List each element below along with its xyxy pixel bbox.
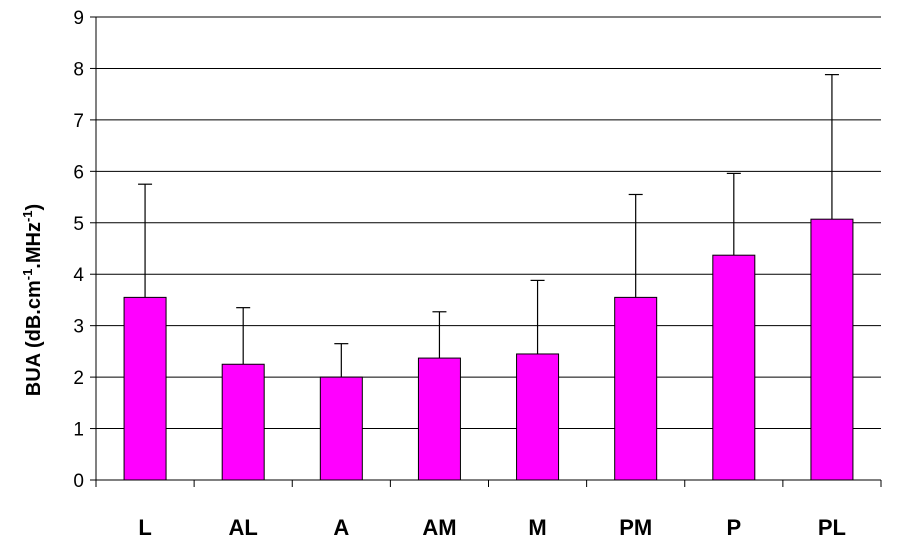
y-axis-title-part: BUA (dB.cm — [23, 280, 45, 396]
gridlines — [90, 16, 882, 487]
error-bars — [138, 74, 839, 378]
y-tick-label: 6 — [73, 162, 84, 183]
bar-al — [221, 363, 265, 481]
y-tick-label: 0 — [73, 471, 84, 492]
bar-p — [712, 254, 756, 481]
y-tick-label: 2 — [73, 368, 84, 389]
bar-pm — [614, 296, 658, 481]
y-axis-title-part: ) — [23, 204, 45, 211]
x-tick-label: PL — [818, 515, 846, 540]
y-tick-label: 8 — [73, 59, 84, 80]
y-tick-label: 1 — [73, 420, 84, 441]
bars — [123, 218, 854, 481]
y-axis-title-part: .MHz — [23, 222, 45, 269]
y-tick-label: 9 — [73, 8, 84, 29]
x-tick-label: M — [528, 515, 546, 540]
bar-m — [516, 353, 560, 481]
y-axis-title-superscript: -1 — [20, 210, 35, 222]
x-tick-label: A — [333, 515, 349, 540]
y-axis-title-superscript: -1 — [20, 269, 35, 281]
axes — [95, 17, 881, 481]
x-tick-label: L — [138, 515, 151, 540]
x-tick-label: AL — [229, 515, 258, 540]
y-tick-label: 5 — [73, 214, 84, 235]
x-tick-label: P — [726, 515, 741, 540]
y-tick-labels: 0 1 2 3 4 5 6 7 8 9 — [73, 8, 84, 492]
bar-l — [123, 296, 167, 481]
bar-am — [417, 357, 461, 481]
y-tick-label: 7 — [73, 111, 84, 132]
bar-a — [319, 376, 363, 481]
x-tick-label: AM — [422, 515, 456, 540]
y-tick-label: 4 — [73, 265, 84, 286]
y-axis-title: BUA (dB.cm-1.MHz-1) — [20, 204, 45, 396]
x-tick-labels: L AL A AM M PM P PL — [138, 515, 846, 540]
x-tick-label: PM — [619, 515, 652, 540]
y-tick-label: 3 — [73, 317, 84, 338]
bar-pl — [810, 218, 854, 481]
